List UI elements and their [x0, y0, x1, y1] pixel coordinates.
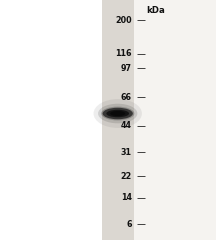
Text: 200: 200: [115, 16, 132, 25]
Ellipse shape: [110, 111, 125, 116]
Text: 14: 14: [121, 193, 132, 203]
Text: 44: 44: [121, 121, 132, 131]
Ellipse shape: [98, 104, 137, 123]
Text: 22: 22: [121, 172, 132, 181]
Ellipse shape: [103, 108, 133, 119]
Bar: [102, 0, 134, 240]
Ellipse shape: [106, 110, 129, 117]
Bar: [134, 0, 216, 240]
Text: 6: 6: [126, 220, 132, 229]
Text: kDa: kDa: [146, 6, 165, 15]
Text: 97: 97: [121, 64, 132, 73]
Text: 31: 31: [121, 148, 132, 157]
Ellipse shape: [101, 107, 134, 120]
Ellipse shape: [94, 99, 142, 128]
Text: 116: 116: [115, 49, 132, 59]
Text: 66: 66: [121, 93, 132, 102]
